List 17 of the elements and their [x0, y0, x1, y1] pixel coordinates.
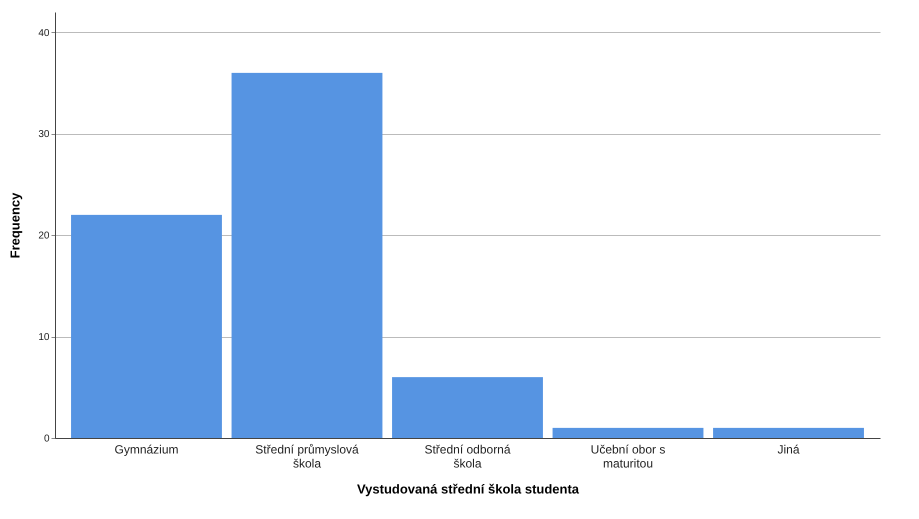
bar	[552, 428, 704, 438]
x-tick-label: Jiná	[778, 442, 800, 456]
y-tick-label: 30	[38, 129, 50, 140]
bar	[232, 72, 382, 438]
bar	[713, 428, 864, 438]
y-tick-label: 20	[38, 230, 50, 242]
y-axis-title: Frequency	[7, 192, 22, 258]
x-tick-label: Učební obor s maturitou	[590, 442, 666, 470]
y-tick-label: 40	[38, 28, 50, 39]
x-axis-title: Vystudovaná střední škola studenta	[356, 482, 580, 496]
bar	[392, 377, 543, 438]
y-tick-label: 10	[38, 332, 50, 344]
x-tick-label: Střední odborná škola	[424, 442, 511, 470]
x-tick-label: Střední průmyslová škola	[255, 442, 359, 470]
bar	[71, 214, 222, 438]
y-tick-label: 0	[44, 434, 50, 444]
x-tick-label: Gymnázium	[114, 442, 178, 456]
